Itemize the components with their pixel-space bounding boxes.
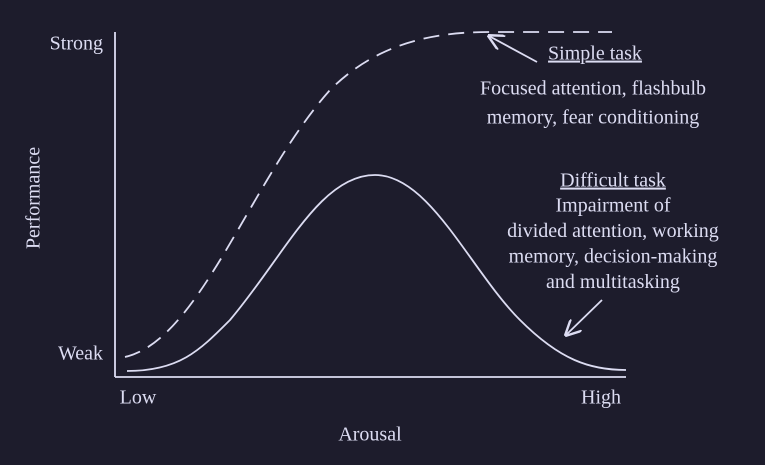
note-line: Impairment of — [556, 195, 671, 217]
simple-task-notes: Focused attention, flashbulb memory, fear… — [480, 78, 706, 129]
difficult-task-curve — [126, 174, 627, 372]
x-right-label: High — [581, 387, 621, 409]
y-bottom-label: Weak — [58, 343, 103, 365]
note-line: divided attention, working — [507, 220, 719, 242]
y-axis-title: Performance — [23, 147, 45, 249]
difficult-task-title: Difficult task — [560, 170, 666, 192]
note-line: memory, decision-making — [509, 246, 718, 268]
simple-task-title: Simple task — [548, 43, 642, 65]
difficult-task-arrow — [566, 299, 603, 335]
note-line: and multitasking — [546, 271, 680, 293]
difficult-task-notes: Impairment of divided attention, working m… — [507, 195, 719, 294]
simple-task-arrow — [489, 36, 538, 63]
simple-task-curve — [124, 31, 612, 358]
x-axis-title: Arousal — [338, 424, 402, 446]
y-top-label: Strong — [50, 33, 103, 55]
note-line: memory, fear conditioning — [487, 107, 700, 129]
note-line: Focused attention, flashbulb — [480, 78, 706, 100]
x-left-label: Low — [120, 387, 157, 409]
